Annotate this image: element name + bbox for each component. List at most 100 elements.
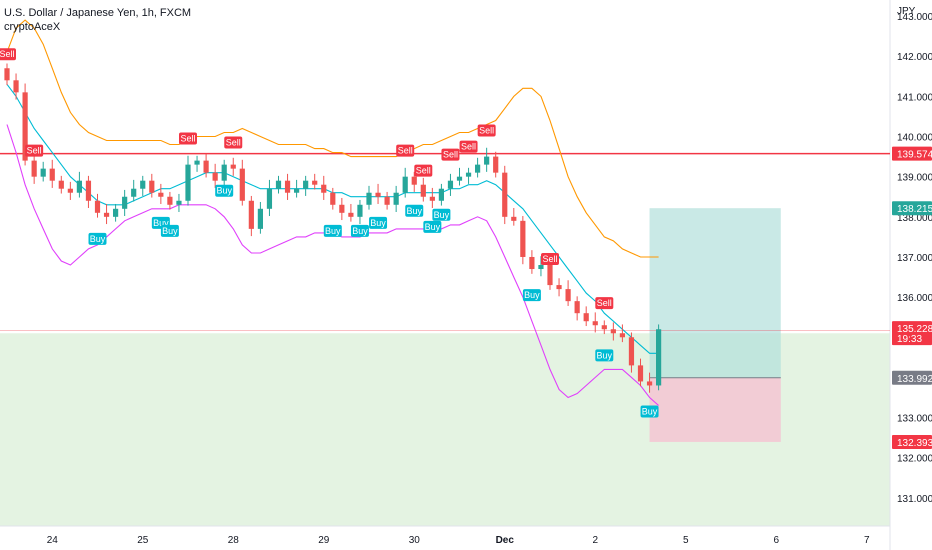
buy-signal: Buy [640, 405, 659, 418]
candle [221, 159, 227, 186]
candle [619, 324, 625, 343]
price-tag: 132.393 [892, 434, 932, 449]
signal-label-bg [323, 224, 342, 237]
candle-body [520, 220, 526, 257]
candle [456, 167, 463, 186]
candle-body [538, 265, 544, 270]
signal-label: Buy [90, 234, 106, 244]
candle-body [275, 180, 282, 189]
candle [230, 157, 236, 176]
buy-signal: Buy [522, 289, 541, 302]
candle [58, 175, 64, 194]
candle-body [637, 365, 644, 382]
candle [303, 175, 309, 196]
candle-body [411, 176, 417, 185]
candle-body [239, 168, 245, 201]
candle-body [248, 200, 254, 229]
price-tag-bg [892, 146, 932, 161]
price-tag: 138.215 [892, 201, 932, 216]
candle-body [58, 180, 64, 189]
candle [646, 372, 653, 393]
candle [438, 183, 444, 206]
x-tick-label: 25 [137, 535, 149, 546]
signal-label: Buy [434, 210, 450, 220]
signal-label: Buy [370, 218, 386, 228]
candle-body [221, 164, 227, 181]
signal-label: Sell [0, 49, 15, 59]
signal-label-bg [405, 204, 424, 217]
signal-label-bg [369, 216, 388, 229]
candle [248, 195, 254, 237]
signal-label-bg [477, 124, 496, 137]
symbol-title[interactable]: U.S. Dollar / Japanese Yen, 1h, FXCM [4, 7, 192, 19]
candle-body [592, 321, 598, 326]
candle-body [646, 381, 653, 386]
y-tick-label: 133.000 [897, 414, 932, 425]
price-tag-label: 135.228 [897, 324, 932, 335]
signal-label-bg [595, 349, 614, 362]
y-tick-label: 138.000 [897, 213, 932, 224]
candle [339, 197, 345, 221]
currency-label: JPY [897, 6, 916, 17]
price-tag-label: 133.992 [897, 374, 932, 385]
buy-signal: Buy [369, 216, 388, 229]
candle [465, 167, 472, 184]
sell-signal: Sell [459, 140, 478, 153]
candle-body [375, 192, 381, 197]
candle-body [547, 265, 553, 286]
signals-layer: Sell Sell Buy Buy Buy Sell Buy Sell Buy Buy Buy Sel… [0, 48, 659, 418]
price-tag-label: 139.574 [897, 150, 932, 161]
candle-body [475, 164, 481, 173]
candle-body [230, 164, 236, 169]
candle-body [348, 212, 354, 217]
candle-body [339, 204, 345, 213]
candle-body [294, 188, 300, 193]
signal-label: Buy [406, 206, 422, 216]
candle [275, 175, 282, 194]
candle [239, 159, 245, 206]
signal-label-bg [432, 208, 451, 221]
candle [212, 163, 218, 188]
candle-body [447, 180, 454, 189]
candle-body [194, 160, 200, 165]
candle [429, 187, 435, 208]
candle [312, 173, 318, 190]
signal-label: Buy [524, 290, 540, 300]
candle-body [203, 160, 209, 173]
price-tag-label: 138.215 [897, 204, 932, 215]
candle-body [656, 329, 662, 386]
price-tag: 139.574 [892, 146, 932, 161]
candle-body [393, 192, 399, 205]
signal-label: Sell [542, 254, 557, 264]
signal-label: Buy [162, 226, 178, 236]
candle [194, 155, 200, 172]
signal-label: Sell [27, 146, 42, 156]
x-tick-label: 24 [47, 535, 59, 546]
candle [375, 183, 381, 204]
sell-signal: Sell [224, 136, 243, 149]
indicator-name[interactable]: cryptoAceX [4, 21, 61, 33]
candle [176, 193, 182, 213]
candle-body [556, 285, 562, 290]
chart-legend: U.S. Dollar / Japanese Yen, 1h, FXCM cry… [4, 6, 191, 34]
x-tick-label: 5 [683, 535, 689, 546]
candle [40, 161, 46, 182]
candle-body [85, 180, 92, 201]
sell-signal: Sell [179, 132, 197, 145]
candle [203, 153, 209, 178]
candle [266, 179, 273, 217]
signal-label-bg [179, 132, 197, 145]
time-axis[interactable]: 24 25 28 29 30 Dec 2 5 6 7 [47, 535, 870, 546]
zones-layer [0, 208, 890, 526]
candle-body [402, 176, 408, 193]
y-tick-label: 142.000 [897, 52, 932, 63]
candle [257, 201, 263, 234]
x-tick-label: 7 [864, 535, 870, 546]
candle-body [49, 168, 55, 181]
candle [420, 177, 426, 202]
candle-body [40, 168, 46, 177]
x-tick-label: Dec [496, 535, 515, 546]
candle [529, 250, 535, 274]
